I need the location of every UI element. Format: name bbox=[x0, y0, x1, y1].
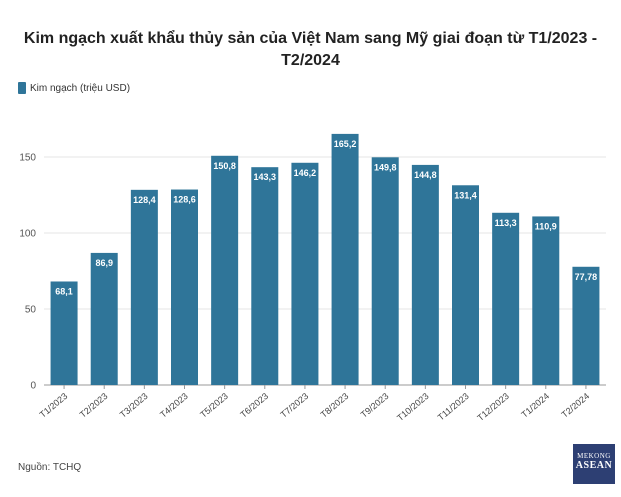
logo-text-bottom: ASEAN bbox=[575, 460, 613, 471]
bar bbox=[211, 155, 239, 385]
bar bbox=[572, 266, 600, 385]
bar bbox=[411, 164, 439, 385]
source-note: Nguồn: TCHQ bbox=[18, 462, 82, 473]
bar bbox=[532, 216, 560, 385]
y-tick-label: 50 bbox=[25, 305, 37, 316]
data-label: 149,8 bbox=[374, 162, 397, 172]
x-tick-label: T1/2024 bbox=[519, 391, 551, 420]
bar bbox=[331, 133, 359, 385]
x-tick-label: T8/2023 bbox=[319, 391, 351, 420]
x-tick-label: T11/2023 bbox=[436, 391, 471, 423]
legend[interactable]: Kim ngạch (triệu USD) bbox=[18, 82, 130, 94]
legend-swatch bbox=[18, 82, 26, 94]
bar bbox=[452, 185, 479, 385]
x-tick-label: T10/2023 bbox=[395, 391, 431, 423]
x-tick-label: T4/2023 bbox=[158, 391, 190, 420]
y-tick-label: 100 bbox=[19, 229, 36, 240]
bar bbox=[371, 157, 399, 385]
x-tick-label: T2/2024 bbox=[559, 391, 591, 420]
data-label: 128,4 bbox=[133, 195, 156, 205]
mekong-asean-logo: MEKONG ASEAN bbox=[573, 444, 615, 484]
bar bbox=[130, 189, 158, 385]
data-label: 146,2 bbox=[294, 168, 317, 178]
logo-text-top: MEKONG bbox=[577, 452, 611, 460]
x-tick-label: T5/2023 bbox=[198, 391, 230, 420]
legend-label: Kim ngạch (triệu USD) bbox=[30, 82, 131, 94]
x-tick-label: T2/2023 bbox=[78, 391, 110, 420]
data-label: 110,9 bbox=[535, 221, 557, 231]
bar bbox=[291, 162, 319, 385]
data-label: 150,8 bbox=[213, 161, 236, 171]
data-label: 131,4 bbox=[454, 190, 477, 200]
bar bbox=[171, 189, 198, 385]
bar bbox=[251, 167, 279, 385]
bar bbox=[50, 281, 78, 385]
data-label: 128,6 bbox=[173, 195, 196, 205]
data-label: 86,9 bbox=[95, 258, 113, 268]
data-label: 165,2 bbox=[334, 139, 357, 149]
data-label: 68,1 bbox=[55, 286, 73, 296]
x-tick-label: T3/2023 bbox=[118, 391, 150, 420]
bar bbox=[492, 212, 520, 385]
chart-title: Kim ngạch xuất khẩu thủy sản của Việt Na… bbox=[23, 30, 598, 69]
x-tick-label: T1/2023 bbox=[38, 391, 70, 420]
y-tick-label: 150 bbox=[19, 153, 36, 164]
x-tick-label: T9/2023 bbox=[359, 391, 391, 420]
x-tick-label: T12/2023 bbox=[475, 391, 511, 423]
data-label: 113,3 bbox=[495, 218, 517, 228]
y-tick-label: 0 bbox=[30, 381, 36, 392]
data-label: 77,78 bbox=[575, 272, 598, 282]
x-tick-label: T6/2023 bbox=[238, 391, 270, 420]
data-label: 144,8 bbox=[414, 170, 437, 180]
x-tick-label: T7/2023 bbox=[278, 391, 310, 420]
bar bbox=[90, 252, 118, 385]
data-label: 143,3 bbox=[254, 172, 277, 182]
